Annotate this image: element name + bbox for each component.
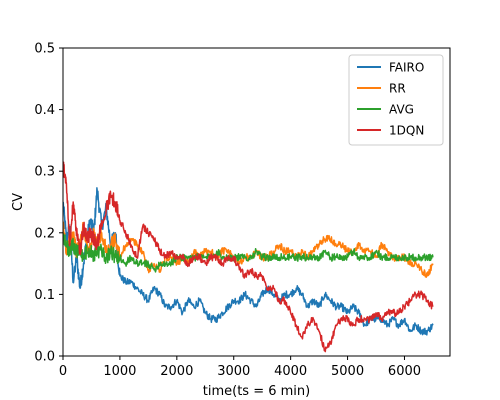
x-tick-label: 2000 [160, 364, 193, 379]
y-tick-label: 0.0 [34, 350, 55, 365]
legend-item-fairo: FAIRO [357, 61, 424, 75]
y-tick-label: 0.2 [34, 226, 55, 241]
y-axis: 0.0 0.1 0.2 0.3 0.4 0.5 [34, 42, 63, 365]
legend-label: AVG [389, 103, 414, 117]
y-axis-label: CV [11, 193, 26, 211]
x-axis: 0 1000 2000 3000 4000 5000 6000 [59, 356, 421, 379]
y-tick-label: 0.3 [34, 165, 55, 180]
legend-item-1dqn: 1DQN [357, 124, 424, 138]
x-axis-label: time(ts = 6 min) [203, 384, 310, 399]
legend-label: 1DQN [389, 124, 424, 138]
legend-item-rr: RR [357, 82, 406, 96]
y-tick-label: 0.4 [34, 103, 55, 118]
legend-item-avg: AVG [357, 103, 414, 117]
legend-label: RR [389, 82, 406, 96]
series-layer [63, 161, 434, 353]
x-tick-label: 3000 [217, 364, 250, 379]
series-line-1dqn [63, 161, 434, 353]
y-tick-label: 0.1 [34, 288, 55, 303]
plot-area [62, 47, 451, 357]
x-tick-label: 6000 [388, 364, 421, 379]
series-line-fairo [63, 187, 434, 336]
legend: FAIRO RR AVG 1DQN [348, 54, 444, 146]
x-tick-label: 0 [59, 364, 67, 379]
y-tick-label: 0.5 [34, 42, 55, 57]
x-tick-label: 1000 [103, 364, 136, 379]
x-tick-label: 5000 [331, 364, 364, 379]
x-tick-label: 4000 [274, 364, 307, 379]
plot-frame [62, 47, 451, 357]
legend-label: FAIRO [389, 61, 424, 75]
legend-box [348, 54, 444, 146]
legend-items: FAIRO RR AVG 1DQN [357, 61, 424, 138]
